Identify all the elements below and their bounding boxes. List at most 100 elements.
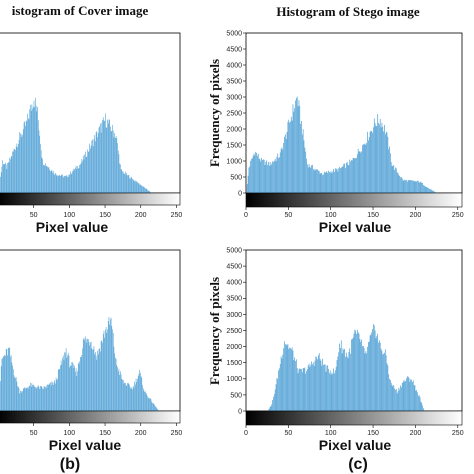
histogram-bar xyxy=(110,126,111,193)
histogram-bar xyxy=(349,348,351,411)
histogram-bar xyxy=(70,174,72,193)
histogram-bar xyxy=(66,357,68,411)
histogram-bar xyxy=(92,349,94,411)
grayscale-ramp xyxy=(245,192,463,208)
histogram-bar xyxy=(16,381,18,411)
histogram-bar xyxy=(57,378,58,411)
histogram-bar xyxy=(356,157,357,193)
histogram-bar xyxy=(339,166,340,193)
x-axis-label: Pixel value xyxy=(49,437,122,453)
histogram-bar xyxy=(12,365,13,411)
histogram-bar xyxy=(12,151,14,193)
histogram-bar xyxy=(7,162,8,193)
y-tick-label: 0 xyxy=(238,190,242,197)
histogram-bar xyxy=(363,144,365,193)
histogram-bar xyxy=(417,392,418,411)
histogram-bar xyxy=(329,172,330,193)
histogram-bar xyxy=(308,164,310,193)
histogram-bar xyxy=(390,162,392,193)
histogram-bar xyxy=(294,357,296,411)
histogram-bar xyxy=(376,126,378,193)
histogram-bar xyxy=(297,106,299,193)
histogram-bar xyxy=(97,350,98,411)
histogram-bar xyxy=(269,406,271,411)
histogram-bar xyxy=(67,176,69,193)
histogram-bar xyxy=(417,181,419,193)
histogram-bar xyxy=(12,369,14,411)
histogram-bar xyxy=(115,135,117,193)
histogram-bar xyxy=(116,138,118,193)
histogram-bar xyxy=(12,151,13,193)
histogram-bar xyxy=(332,171,334,193)
histogram-bar xyxy=(370,334,372,411)
histogram-bar xyxy=(333,368,335,411)
histogram-bar xyxy=(360,341,362,411)
histogram-bar xyxy=(80,164,81,193)
histogram-bar xyxy=(140,372,141,411)
histogram-bar xyxy=(423,185,424,193)
histogram-bar xyxy=(411,180,412,193)
histogram-bar xyxy=(65,176,67,193)
histogram-bar xyxy=(52,170,54,193)
histogram-bar xyxy=(37,120,39,193)
histogram-bar xyxy=(264,165,266,193)
histogram-bar xyxy=(83,337,85,411)
histogram-bar xyxy=(367,342,369,411)
histogram-bar xyxy=(317,359,318,411)
histogram-bar xyxy=(121,378,123,411)
histogram-bar xyxy=(105,329,106,411)
histogram-bar xyxy=(157,408,158,411)
histogram-bar xyxy=(421,182,423,193)
histogram-bar xyxy=(408,377,410,411)
histogram-bar xyxy=(378,124,380,193)
histogram-bar xyxy=(109,324,110,411)
histogram-bar xyxy=(291,347,293,411)
histogram-bar xyxy=(23,122,25,193)
histogram-bar xyxy=(340,340,342,411)
histogram-bar xyxy=(406,181,408,193)
histogram-bar xyxy=(365,144,367,193)
histogram-bar xyxy=(47,384,48,411)
histogram-bar xyxy=(24,387,26,411)
histogram-bar xyxy=(385,131,387,193)
histogram-bar xyxy=(10,159,11,193)
histogram-bar xyxy=(107,123,109,193)
histogram-bar xyxy=(53,173,55,193)
histogram-bar xyxy=(15,146,17,193)
histogram-bar xyxy=(50,385,52,411)
histogram-bar xyxy=(74,168,76,193)
histogram-bar xyxy=(381,350,383,411)
y-tick-label: 1500 xyxy=(226,142,242,149)
histogram-bar xyxy=(46,165,48,193)
histogram-bar xyxy=(125,385,127,411)
histogram-bar xyxy=(420,401,422,411)
histogram-bar xyxy=(254,155,256,193)
histogram-bar xyxy=(329,373,330,411)
histogram-bar xyxy=(127,175,128,193)
histogram-bar xyxy=(81,159,83,193)
histogram-bar xyxy=(17,386,18,411)
histogram-bar xyxy=(402,382,404,411)
histogram-bar xyxy=(54,380,56,411)
histogram-bar xyxy=(141,377,143,411)
histogram-bar xyxy=(75,165,77,193)
histogram-bar xyxy=(325,371,327,411)
histogram-bar xyxy=(373,127,374,193)
histogram-bar xyxy=(152,403,154,411)
histogram-bar xyxy=(378,342,379,411)
histogram-bar xyxy=(424,186,426,193)
histogram-bar xyxy=(5,164,7,193)
histogram-bar xyxy=(56,175,58,193)
histogram-bar xyxy=(334,373,335,411)
histogram-bar xyxy=(80,357,81,411)
histogram-bar xyxy=(40,386,41,411)
histogram-bar xyxy=(41,157,43,193)
histogram-bar xyxy=(2,357,3,411)
histogram-bar xyxy=(59,175,61,193)
histogram-bar xyxy=(102,117,104,193)
histogram-bar xyxy=(257,153,259,193)
histogram-bar xyxy=(62,355,64,411)
x-tick-label: 200 xyxy=(135,430,147,437)
histogram-bar xyxy=(108,119,110,193)
histogram-bar xyxy=(413,385,415,411)
